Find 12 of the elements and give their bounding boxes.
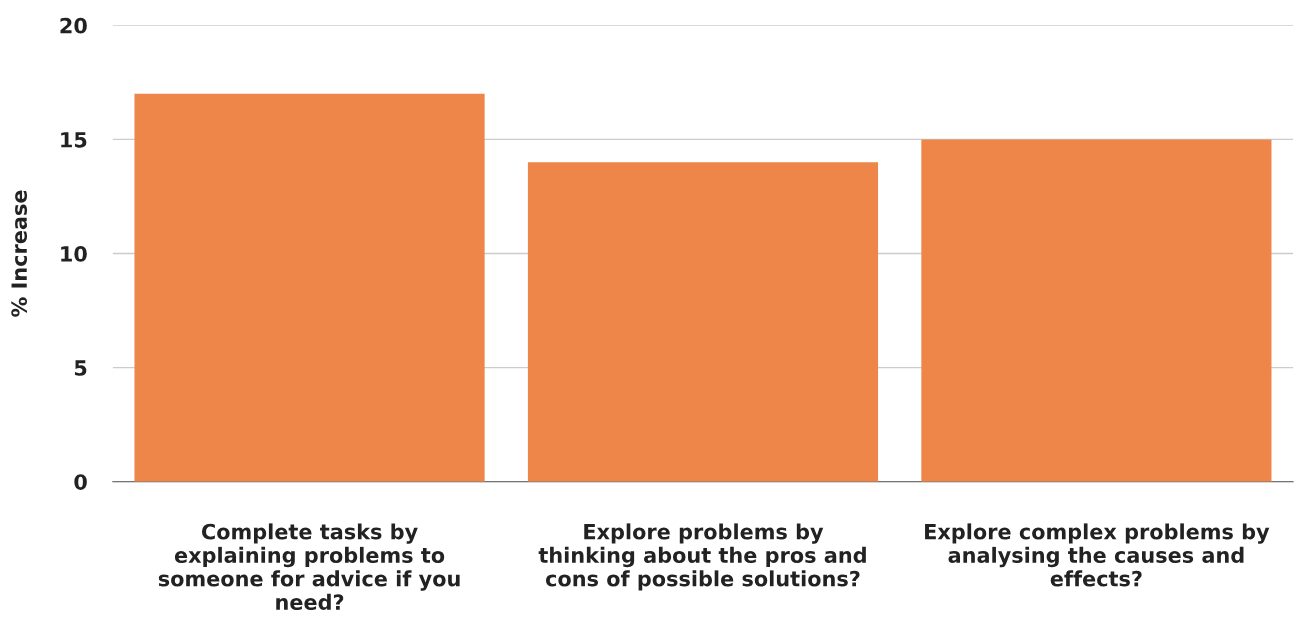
- y-tick-label: 15: [61, 132, 87, 148]
- bar: [134, 93, 485, 482]
- bar: [527, 162, 879, 482]
- x-tick-label: Complete tasks by explaining problems to someone for advice if you need?: [158, 523, 460, 610]
- x-tick-label: Explore problems by thinking about the pros and cons of possible solutions?: [538, 523, 866, 591]
- y-tick-label: 10: [61, 245, 87, 262]
- bar: [921, 139, 1272, 482]
- y-tick-label: 0: [74, 474, 87, 490]
- y-tick-label: 20: [60, 17, 87, 34]
- y-axis-title: % Increase: [11, 190, 28, 317]
- x-tick-label: Explore complex problems by analysing the causes and effects?: [925, 523, 1270, 587]
- y-tick-label: 5: [74, 360, 87, 376]
